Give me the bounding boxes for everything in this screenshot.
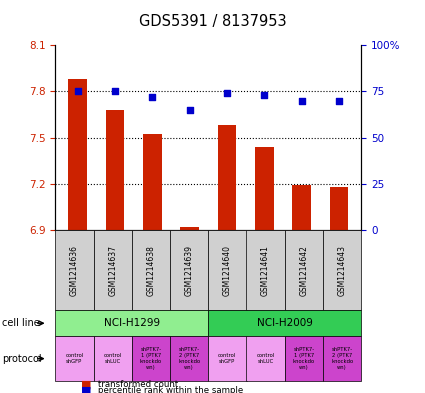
Text: transformed count: transformed count bbox=[98, 380, 178, 389]
Text: shPTK7-
2 (PTK7
knockdo
wn): shPTK7- 2 (PTK7 knockdo wn) bbox=[331, 347, 353, 370]
Text: GSM1214636: GSM1214636 bbox=[70, 245, 79, 296]
Text: NCI-H2009: NCI-H2009 bbox=[257, 318, 313, 328]
Text: control
shGFP: control shGFP bbox=[218, 353, 236, 364]
Text: GSM1214643: GSM1214643 bbox=[337, 245, 347, 296]
Text: shPTK7-
2 (PTK7
knockdo
wn): shPTK7- 2 (PTK7 knockdo wn) bbox=[178, 347, 200, 370]
Text: control
shLUC: control shLUC bbox=[257, 353, 275, 364]
Bar bbox=[143, 134, 162, 230]
Text: GSM1214639: GSM1214639 bbox=[184, 245, 194, 296]
Bar bbox=[292, 185, 311, 230]
Text: ■: ■ bbox=[81, 386, 91, 393]
Point bbox=[111, 88, 118, 94]
Text: shPTK7-
1 (PTK7
knockdo
wn): shPTK7- 1 (PTK7 knockdo wn) bbox=[140, 347, 162, 370]
Text: control
shGFP: control shGFP bbox=[65, 353, 83, 364]
Text: percentile rank within the sample: percentile rank within the sample bbox=[98, 386, 243, 393]
Text: GSM1214641: GSM1214641 bbox=[261, 245, 270, 296]
Text: GSM1214642: GSM1214642 bbox=[299, 245, 309, 296]
Bar bbox=[329, 187, 348, 230]
Point bbox=[149, 94, 156, 100]
Point bbox=[298, 97, 305, 104]
Text: cell line: cell line bbox=[2, 318, 40, 328]
Text: control
shLUC: control shLUC bbox=[104, 353, 122, 364]
Point bbox=[186, 107, 193, 113]
Point bbox=[224, 90, 230, 96]
Point bbox=[335, 97, 342, 104]
Text: protocol: protocol bbox=[2, 354, 42, 364]
Text: GSM1214638: GSM1214638 bbox=[146, 245, 156, 296]
Text: NCI-H1299: NCI-H1299 bbox=[104, 318, 160, 328]
Text: ■: ■ bbox=[81, 379, 91, 389]
Point bbox=[74, 88, 81, 94]
Point bbox=[261, 92, 268, 98]
Bar bbox=[68, 79, 87, 230]
Bar bbox=[218, 125, 236, 230]
Text: GSM1214640: GSM1214640 bbox=[223, 245, 232, 296]
Text: shPTK7-
1 (PTK7
knockdo
wn): shPTK7- 1 (PTK7 knockdo wn) bbox=[293, 347, 315, 370]
Bar bbox=[255, 147, 274, 230]
Text: GSM1214637: GSM1214637 bbox=[108, 245, 117, 296]
Bar bbox=[180, 227, 199, 230]
Text: GDS5391 / 8137953: GDS5391 / 8137953 bbox=[139, 14, 286, 29]
Bar bbox=[106, 110, 124, 230]
